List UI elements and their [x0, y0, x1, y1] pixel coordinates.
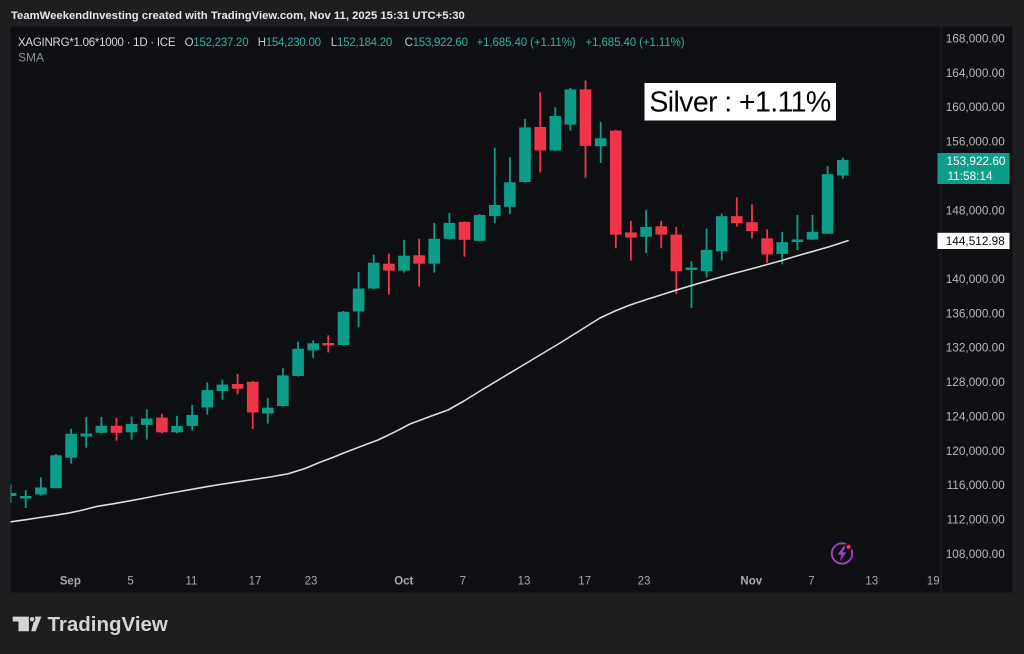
svg-text:23: 23	[305, 575, 318, 587]
svg-text:19: 19	[927, 575, 940, 587]
svg-text:140,000.00: 140,000.00	[946, 272, 1005, 286]
svg-text:H154,230.00: H154,230.00	[258, 37, 321, 49]
svg-text:SMA: SMA	[18, 50, 44, 64]
svg-text:144,512.98: 144,512.98	[946, 234, 1005, 248]
svg-text:Silver : +1.11%: Silver : +1.11%	[649, 86, 831, 118]
svg-text:XAGINRG*1.06*1000 · 1D · ICE: XAGINRG*1.06*1000 · 1D · ICE	[18, 37, 176, 49]
svg-text:7: 7	[460, 575, 466, 587]
svg-text:17: 17	[578, 575, 591, 587]
svg-text:124,000.00: 124,000.00	[946, 410, 1005, 424]
svg-text:11: 11	[186, 575, 198, 587]
svg-text:153,922.60: 153,922.60	[946, 154, 1005, 168]
svg-text:+1,685.40 (+1.11%): +1,685.40 (+1.11%)	[586, 37, 685, 49]
svg-text:13: 13	[518, 575, 531, 587]
svg-text:Nov: Nov	[740, 575, 762, 587]
svg-text:148,000.00: 148,000.00	[946, 203, 1005, 217]
svg-text:TradingView: TradingView	[48, 613, 168, 636]
svg-text:164,000.00: 164,000.00	[946, 66, 1005, 80]
svg-text:160,000.00: 160,000.00	[946, 100, 1005, 114]
svg-text:23: 23	[638, 575, 651, 587]
svg-text:7: 7	[808, 575, 814, 587]
svg-text:17: 17	[249, 575, 262, 587]
svg-text:Sep: Sep	[60, 575, 81, 587]
svg-text:108,000.00: 108,000.00	[946, 547, 1005, 561]
svg-text:168,000.00: 168,000.00	[946, 32, 1005, 46]
svg-text:156,000.00: 156,000.00	[946, 135, 1005, 149]
svg-text:112,000.00: 112,000.00	[947, 513, 1006, 527]
svg-text:132,000.00: 132,000.00	[946, 341, 1005, 355]
svg-text:Oct: Oct	[394, 575, 413, 587]
svg-text:C153,922.60: C153,922.60	[405, 37, 468, 49]
svg-text:O152,237.20: O152,237.20	[185, 37, 249, 49]
svg-text:116,000.00: 116,000.00	[947, 478, 1006, 492]
svg-text:TeamWeekendInvesting created w: TeamWeekendInvesting created with Tradin…	[11, 10, 465, 22]
svg-text:13: 13	[865, 575, 878, 587]
svg-text:+1,685.40 (+1.11%): +1,685.40 (+1.11%)	[477, 37, 576, 49]
svg-text:120,000.00: 120,000.00	[946, 444, 1005, 458]
svg-text:11:58:14: 11:58:14	[948, 169, 993, 183]
svg-text:L152,184.20: L152,184.20	[331, 37, 392, 49]
svg-text:5: 5	[127, 575, 133, 587]
svg-text:136,000.00: 136,000.00	[946, 306, 1005, 320]
svg-text:128,000.00: 128,000.00	[946, 375, 1005, 389]
